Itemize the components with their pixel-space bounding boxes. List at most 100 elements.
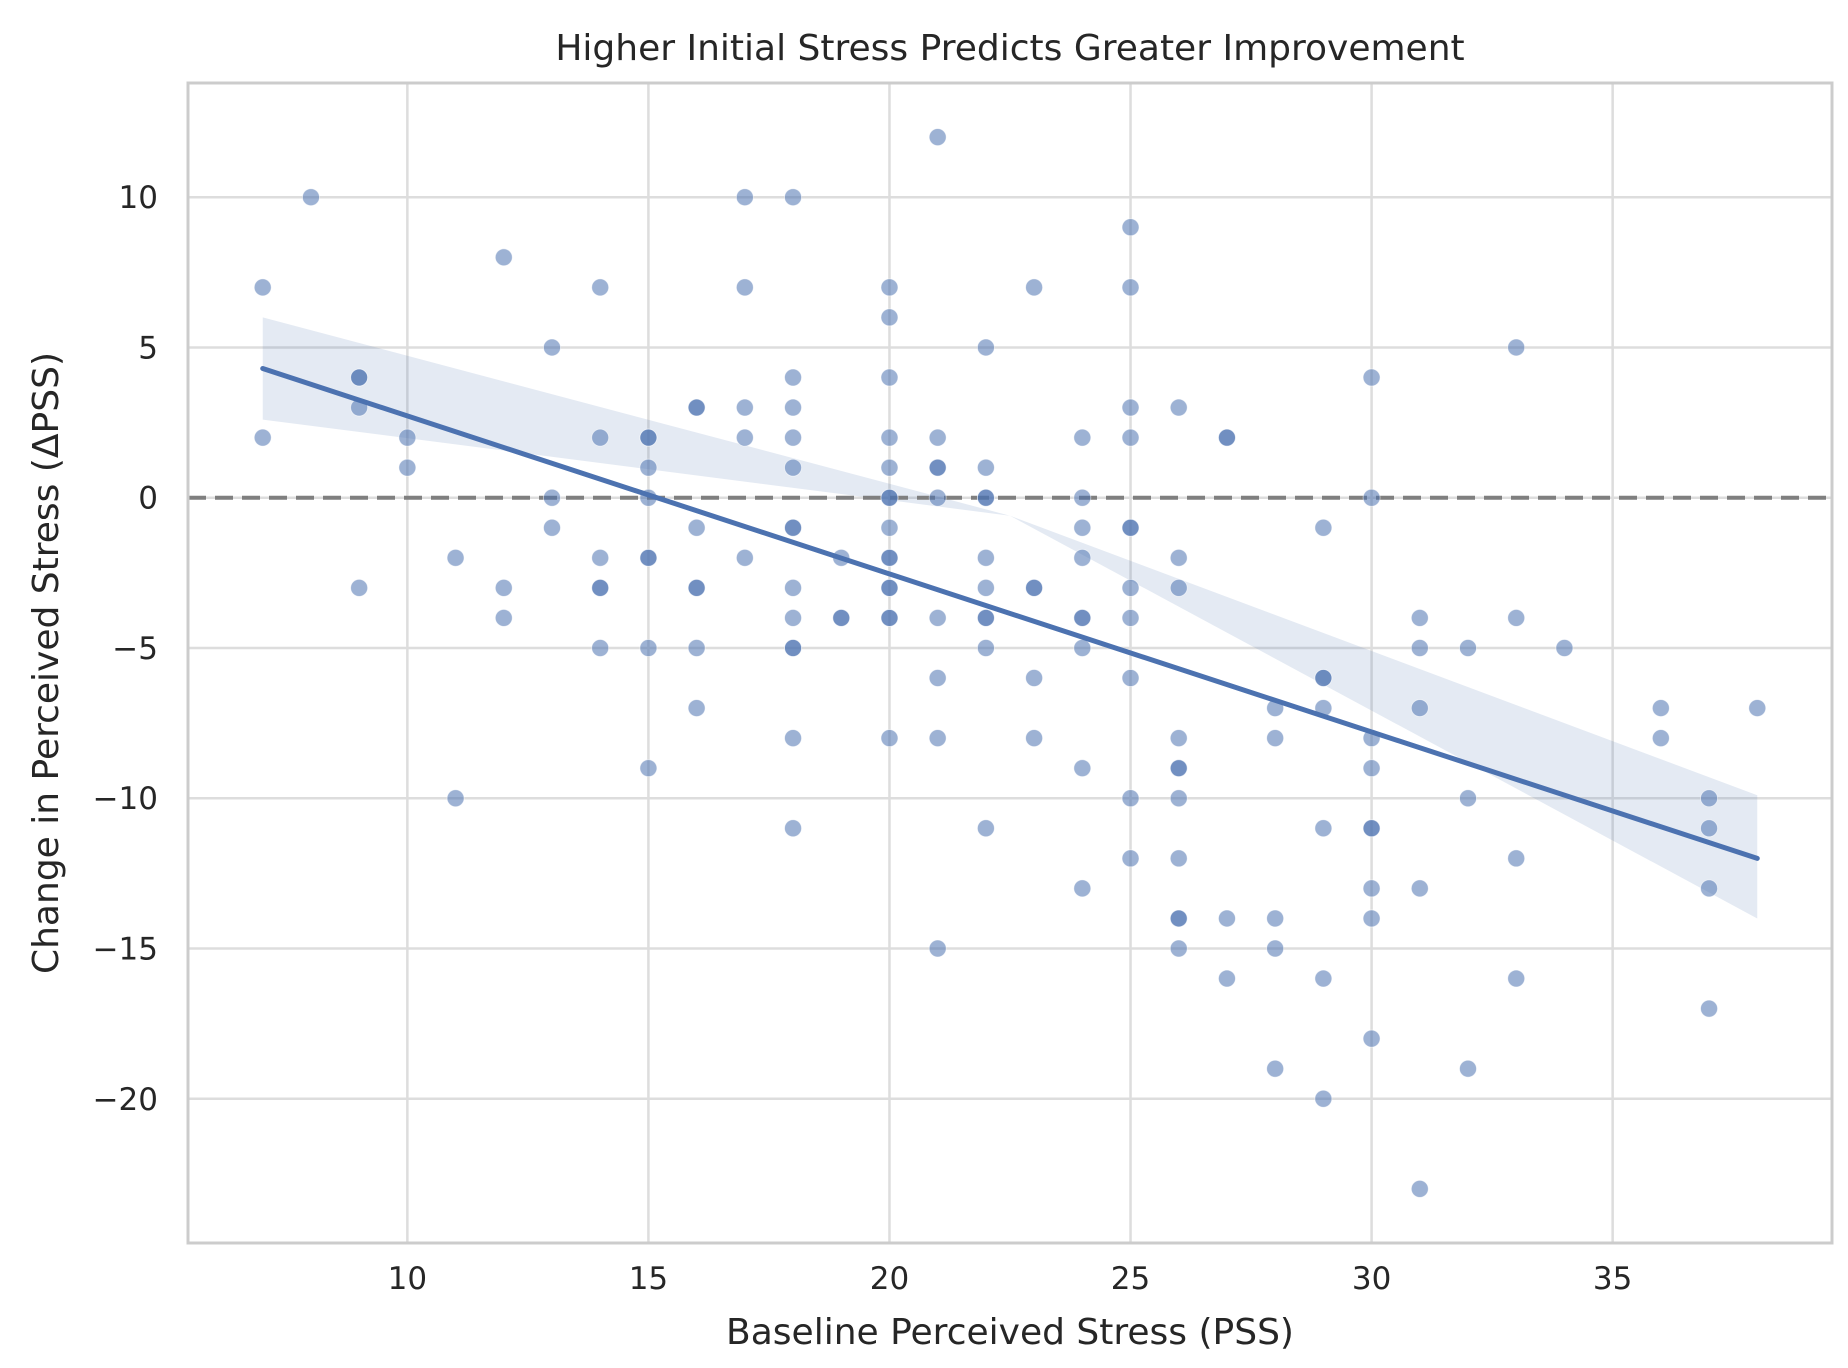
data-point	[1025, 578, 1044, 597]
y-tick-label: −10	[93, 781, 158, 817]
data-point	[1410, 699, 1429, 717]
data-point	[1121, 849, 1140, 868]
data-point	[1651, 699, 1670, 717]
data-point	[1700, 819, 1718, 838]
data-point	[976, 458, 995, 477]
data-point	[880, 368, 899, 387]
y-tick-label: 5	[138, 330, 158, 366]
data-point	[1459, 789, 1477, 808]
data-point	[1073, 518, 1092, 537]
data-point	[591, 428, 610, 447]
data-point	[1073, 548, 1092, 567]
data-point	[1459, 639, 1477, 657]
data-point	[687, 578, 706, 597]
data-point	[1025, 669, 1044, 687]
y-tick-label: 10	[119, 180, 158, 216]
data-point	[253, 278, 272, 297]
data-point	[928, 128, 947, 146]
ci-band	[262, 317, 1758, 919]
y-axis-label: Change in Perceived Stress (ΔPSS)	[26, 352, 67, 974]
x-tick-label: 25	[1111, 1261, 1150, 1297]
data-point	[1121, 669, 1140, 687]
data-point	[928, 669, 947, 687]
data-point	[1121, 609, 1140, 627]
data-point	[1314, 669, 1333, 687]
x-tick-label: 15	[629, 1261, 668, 1297]
data-point	[1025, 729, 1044, 748]
y-tick-label: 0	[138, 481, 158, 517]
data-point	[639, 639, 658, 657]
data-point	[880, 308, 899, 327]
data-point	[880, 729, 899, 748]
data-point	[928, 428, 947, 447]
data-point	[687, 518, 706, 537]
data-point	[784, 458, 802, 477]
data-point	[1410, 639, 1429, 657]
x-tick-label: 20	[870, 1261, 909, 1297]
data-point	[1169, 578, 1188, 597]
y-tick-labels: 10 5 0 −5 −10 −15 −20	[93, 180, 158, 1118]
data-point	[832, 609, 851, 627]
data-point	[1700, 879, 1718, 898]
data-point	[1121, 218, 1140, 237]
data-point	[1362, 819, 1381, 838]
data-point	[1121, 278, 1140, 297]
data-point	[1266, 1059, 1285, 1078]
data-point	[591, 639, 610, 657]
data-point	[1362, 759, 1381, 778]
data-point	[253, 428, 272, 447]
data-point	[784, 639, 802, 657]
data-point	[976, 639, 995, 657]
data-point	[350, 578, 369, 597]
fit-line	[260, 365, 1760, 861]
data-point	[1700, 789, 1718, 808]
confidence-band	[262, 317, 1758, 919]
data-point	[880, 578, 899, 597]
data-point	[639, 458, 658, 477]
y-tick-label: −20	[93, 1082, 158, 1118]
data-point	[784, 398, 802, 417]
data-point	[976, 488, 995, 507]
data-point	[494, 578, 513, 597]
data-point	[1362, 909, 1381, 928]
x-tick-label: 30	[1352, 1261, 1391, 1297]
data-point	[494, 248, 513, 267]
data-point	[928, 939, 947, 958]
data-point	[735, 548, 754, 567]
data-point	[1266, 729, 1285, 748]
data-point	[1073, 488, 1092, 507]
data-point	[735, 278, 754, 297]
data-point	[1748, 699, 1767, 717]
data-point	[1266, 939, 1285, 958]
data-point	[1459, 1059, 1477, 1078]
data-point	[446, 789, 465, 808]
data-point	[494, 609, 513, 627]
data-point	[928, 458, 947, 477]
data-point	[591, 548, 610, 567]
data-point	[880, 518, 899, 537]
data-point	[735, 428, 754, 447]
data-point	[1121, 518, 1140, 537]
data-point	[1218, 909, 1236, 928]
y-tick-label: −15	[93, 931, 158, 967]
data-point	[928, 488, 947, 507]
data-point	[1169, 759, 1188, 778]
data-point	[735, 398, 754, 417]
data-point	[1169, 729, 1188, 748]
data-point	[784, 578, 802, 597]
data-point	[591, 578, 610, 597]
data-point	[687, 398, 706, 417]
data-point	[1121, 428, 1140, 447]
data-point	[1362, 488, 1381, 507]
data-point	[1410, 609, 1429, 627]
data-point	[880, 428, 899, 447]
data-point	[784, 729, 802, 748]
data-point	[398, 458, 417, 477]
data-point	[880, 458, 899, 477]
data-point	[1507, 609, 1526, 627]
data-point	[1507, 849, 1526, 868]
data-point	[784, 428, 802, 447]
data-point	[1025, 278, 1044, 297]
